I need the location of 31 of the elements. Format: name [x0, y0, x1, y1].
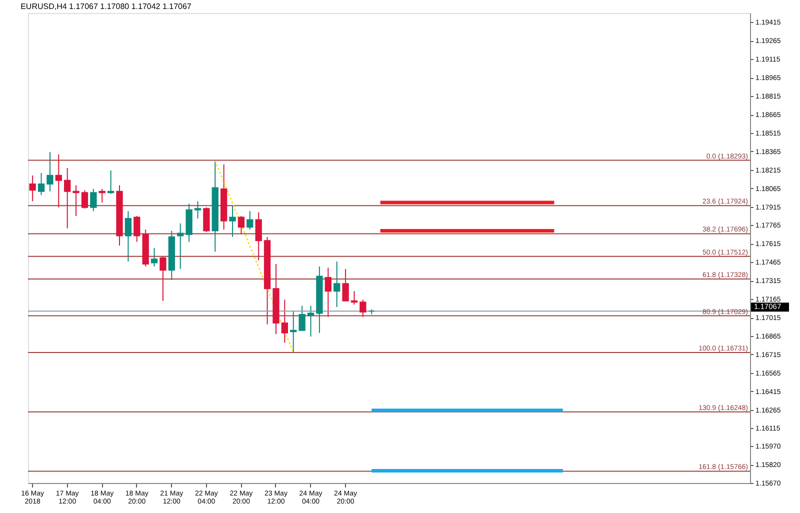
candlestick	[160, 256, 166, 302]
candlestick	[281, 299, 288, 344]
candlestick	[38, 172, 45, 196]
candlestick	[107, 170, 114, 194]
candlestick	[90, 188, 97, 212]
chart-title: EURUSD,H4 1.17067 1.17080 1.17042 1.17067	[20, 2, 192, 11]
candlestick	[350, 290, 358, 306]
candlestick	[324, 267, 332, 318]
candlestick	[55, 154, 62, 208]
candlestick	[64, 168, 71, 229]
candlestick	[360, 299, 366, 318]
candlestick	[194, 200, 202, 219]
candlestick	[150, 248, 158, 267]
candlestick	[98, 188, 106, 203]
candlestick	[72, 184, 80, 217]
candlestick	[255, 212, 262, 261]
candlestick	[334, 261, 340, 308]
candlestick	[46, 152, 54, 192]
candlestick	[81, 190, 88, 210]
candlestick	[342, 268, 349, 302]
candlestick	[203, 206, 210, 233]
candlestick	[298, 305, 306, 331]
candlestick	[29, 174, 36, 202]
candlestick	[246, 210, 254, 230]
candlestick	[290, 310, 297, 354]
candlestick	[229, 204, 236, 238]
candlestick	[134, 216, 140, 242]
candlestick	[238, 216, 245, 235]
candlestick	[177, 222, 184, 270]
candlestick	[124, 210, 132, 262]
candlestick	[307, 305, 314, 338]
